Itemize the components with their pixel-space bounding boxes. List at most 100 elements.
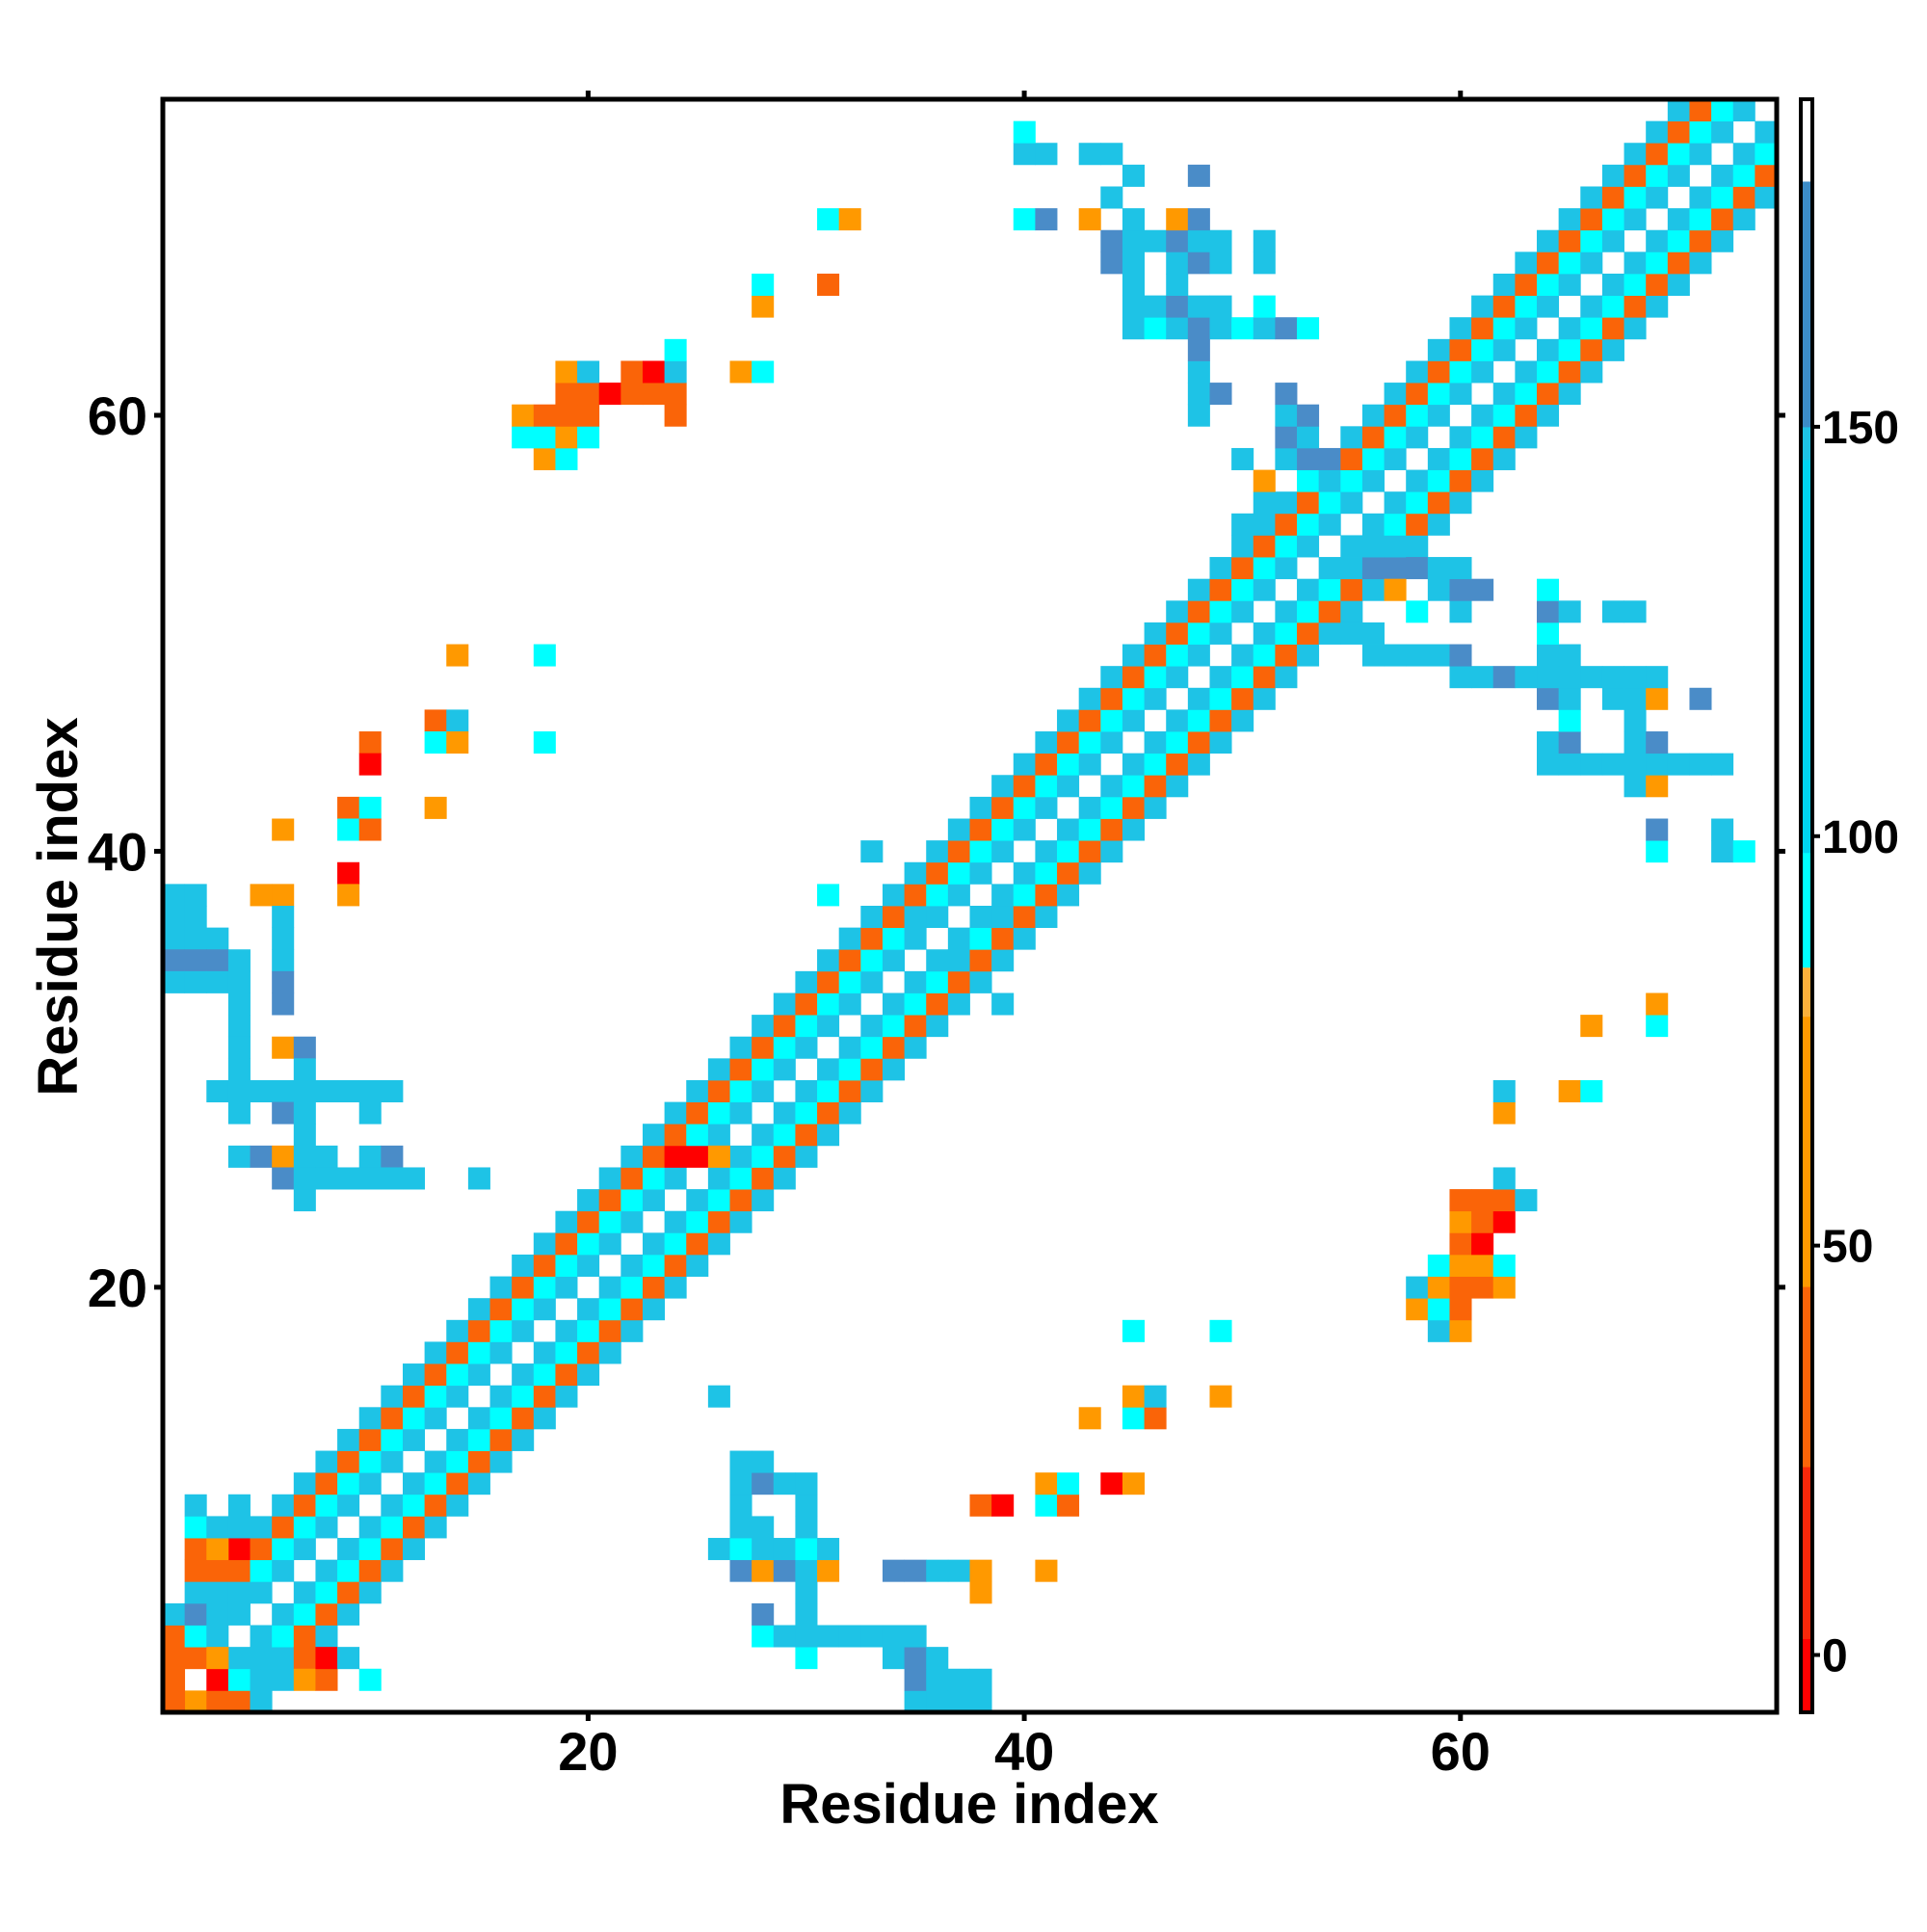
heatmap-cell <box>1667 229 1690 252</box>
heatmap-cell <box>424 1363 447 1387</box>
heatmap-cell <box>489 1319 513 1342</box>
heatmap-cell <box>424 1407 447 1430</box>
heatmap-cell <box>1406 1298 1429 1321</box>
heatmap-cell <box>1471 426 1494 449</box>
heatmap-cell <box>1122 295 1145 318</box>
heatmap-cell <box>1384 578 1407 601</box>
heatmap-cell <box>1013 775 1036 798</box>
heatmap-cell <box>1492 1210 1516 1233</box>
heatmap-cell <box>1253 622 1276 645</box>
heatmap-cell <box>1427 338 1450 361</box>
heatmap-cell <box>1057 753 1080 776</box>
heatmap-cell <box>424 1385 447 1408</box>
heatmap-cell <box>227 1581 251 1604</box>
heatmap-cell <box>250 1690 273 1713</box>
heatmap-cell <box>1471 469 1494 492</box>
heatmap-cell <box>1100 731 1123 754</box>
heatmap-cell <box>1253 557 1276 580</box>
heatmap-cell <box>555 383 578 406</box>
heatmap-cell <box>1209 578 1232 601</box>
heatmap-cell <box>533 1232 556 1256</box>
heatmap-cell <box>1297 426 1320 449</box>
heatmap-cell <box>1558 666 1581 689</box>
heatmap-cell <box>1209 1319 1232 1342</box>
heatmap-cell <box>1166 295 1189 318</box>
heatmap-cell <box>315 1079 338 1102</box>
heatmap-cell <box>1275 317 1298 340</box>
heatmap-cell <box>512 1276 535 1299</box>
heatmap-cell <box>1187 338 1210 361</box>
heatmap-cell <box>969 906 992 929</box>
heatmap-cell <box>1427 1298 1450 1321</box>
heatmap-cell <box>664 1210 687 1233</box>
heatmap-cell <box>1035 1494 1058 1517</box>
heatmap-cell <box>1275 383 1298 406</box>
heatmap-cell <box>1209 1385 1232 1408</box>
heatmap-cell <box>512 404 535 427</box>
heatmap-cell <box>642 1232 666 1256</box>
heatmap-cell <box>1449 666 1472 689</box>
heatmap-cell <box>1667 164 1690 187</box>
heatmap-cell <box>1275 644 1298 667</box>
heatmap-cell <box>1580 1015 1603 1038</box>
heatmap-cell <box>272 949 295 972</box>
heatmap-cell <box>1492 1101 1516 1125</box>
heatmap-cell <box>1449 600 1472 623</box>
heatmap-cell <box>926 840 949 863</box>
heatmap-cell <box>838 992 861 1016</box>
heatmap-cell <box>1122 251 1145 275</box>
heatmap-cell <box>1732 208 1755 231</box>
heatmap-cell <box>337 796 360 819</box>
heatmap-cell <box>467 1341 490 1364</box>
heatmap-cell <box>1406 426 1429 449</box>
heatmap-cell <box>1689 753 1712 776</box>
heatmap-cell <box>1601 317 1624 340</box>
heatmap-cell <box>1231 600 1254 623</box>
colorbar-band <box>1801 99 1812 182</box>
heatmap-cell <box>904 906 927 929</box>
heatmap-cell <box>1711 99 1734 122</box>
heatmap-cell <box>206 1602 229 1626</box>
heatmap-cell <box>707 1538 730 1561</box>
heatmap-cell <box>1623 731 1647 754</box>
heatmap-cell <box>1471 1189 1494 1212</box>
heatmap-cell <box>402 1516 426 1539</box>
heatmap-cell <box>381 1494 404 1517</box>
heatmap-cell <box>1646 840 1669 863</box>
heatmap-cell <box>1144 753 1167 776</box>
heatmap-cell <box>1253 251 1276 275</box>
heatmap-cell <box>926 884 949 907</box>
heatmap-cell <box>184 1494 207 1517</box>
heatmap-cell <box>1537 578 1560 601</box>
heatmap-cell <box>1166 709 1189 732</box>
heatmap-cell <box>1253 295 1276 318</box>
heatmap-cell <box>729 1559 752 1582</box>
heatmap-cell <box>1580 251 1603 275</box>
heatmap-cell <box>272 906 295 929</box>
heatmap-cell <box>817 884 840 907</box>
heatmap-cell <box>1537 753 1560 776</box>
heatmap-cell <box>1340 578 1363 601</box>
heatmap-cell <box>1492 1189 1516 1212</box>
heatmap-cell <box>620 1276 644 1299</box>
heatmap-cell <box>817 1625 840 1648</box>
heatmap-cell <box>1297 491 1320 515</box>
heatmap-cell <box>272 1559 295 1582</box>
heatmap-cell <box>1537 687 1560 710</box>
heatmap-cell <box>752 1559 775 1582</box>
heatmap-cell <box>358 1559 382 1582</box>
heatmap-cell <box>1515 666 1538 689</box>
heatmap-cell <box>424 1494 447 1517</box>
heatmap-cell <box>1601 164 1624 187</box>
heatmap-cell <box>533 1341 556 1364</box>
heatmap-cell <box>489 1428 513 1451</box>
heatmap-cell <box>882 1015 905 1038</box>
heatmap-cell <box>1187 251 1210 275</box>
colorbar-band <box>1801 180 1812 428</box>
heatmap-cell <box>358 1581 382 1604</box>
heatmap-cell <box>381 1167 404 1190</box>
heatmap-cell <box>358 1428 382 1451</box>
heatmap-cell <box>752 1058 775 1081</box>
heatmap-cell <box>1122 1319 1145 1342</box>
heatmap-cell <box>1122 644 1145 667</box>
